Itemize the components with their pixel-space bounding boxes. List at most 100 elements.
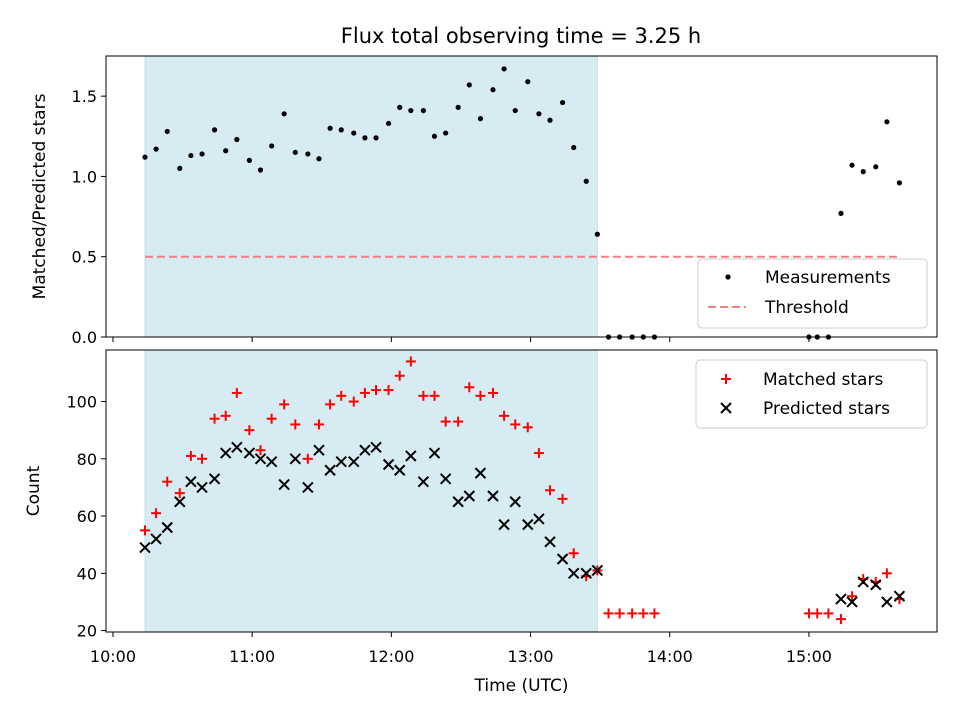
predicted-star-point [522,518,534,531]
predicted-star-point [428,447,441,459]
measurement-point [281,111,287,117]
measurement-point [501,66,507,72]
cross-b [857,576,869,588]
predicted-star-point [881,596,893,608]
y-tick-label: 80 [77,450,97,469]
measurement-point [292,149,298,155]
matched-star-point [279,399,290,410]
predicted-star-point [893,590,906,602]
matched-star-point [185,450,196,461]
cross-b [487,490,499,502]
measurement-point [199,151,205,157]
cross-b [428,447,441,459]
measurement-point [305,151,311,157]
matched-star-point [220,410,231,421]
cross-b [393,464,406,476]
cross-b [150,533,162,545]
x-tick-label: 14:00 [647,647,693,666]
measurement-point [849,162,855,168]
legend-measurements-label: Measurements [765,268,891,288]
top-panel: 0.0 0.5 1.0 1.5 Matched/Predicted stars Mea… [30,55,938,347]
measurement-point [269,143,275,149]
predicted-star-point [556,553,569,565]
measurement-point [431,133,438,139]
matched-star-point [244,425,255,436]
bottom-axes-frame [105,349,938,633]
predicted-star-point [302,481,314,494]
predicted-star-point [835,593,847,605]
predicted-star-point [278,478,290,491]
cross-b [452,496,464,508]
legend-matched-marker [721,374,731,384]
measurement-point [512,107,518,114]
matched-star-point [568,548,579,559]
top-y-axis-label: Matched/Predicted stars [30,93,50,299]
matched-star-point [803,608,814,619]
predicted-star-point [439,473,452,485]
measurement-point [211,127,218,133]
y-tick-label: 1.5 [72,87,97,106]
matched-star-point [325,399,336,410]
top-shaded-region [144,55,598,338]
measurement-point [164,128,170,135]
cross-b [870,579,882,591]
bottom-panel: 20 40 60 80 100 10:00 11:00 12:00 13:00 14:00 15:0… [24,349,938,696]
cross-b [556,553,569,565]
cross-b [302,481,314,494]
matched-star-point [313,419,324,430]
predicted-star-point [265,455,278,468]
matched-star-point [209,413,220,424]
measurement-point [420,107,426,114]
cross-b [835,593,847,605]
y-tick-label: 0.5 [72,248,97,267]
predicted-star-point [150,533,162,545]
matched-star-point [545,485,556,496]
x-tick-label: 11:00 [229,647,275,666]
measurement-point [896,180,903,186]
measurement-point [246,157,252,163]
bottom-legend: Matched stars Predicted stars [695,359,928,429]
cross-b [580,567,592,580]
matched-star-point [812,608,823,619]
top-axis-ticks: 0.0 0.5 1.0 1.5 [72,87,810,347]
matched-star-point [533,448,544,459]
x-tick-label: 13:00 [507,647,553,666]
matched-star-point [603,608,614,619]
cross-b [208,473,221,485]
matched-star-point [453,416,464,427]
matched-star-point [638,608,649,619]
matched-star-point [266,413,277,424]
measurement-point [838,210,844,216]
matched-star-point [847,591,858,602]
predicted-star-point [509,496,521,508]
predicted-star-point [335,455,347,468]
predicted-star-point [405,450,417,462]
predicted-star-point [220,447,232,459]
measurement-point [316,156,322,162]
matched-star-point [823,608,834,619]
predicted-star-point [254,453,267,465]
matched-star-point [440,416,451,427]
measurement-point [884,119,890,125]
cross-b [359,444,371,456]
cross-b [382,458,395,471]
predicted-star-point [231,441,243,454]
top-legend: Measurements Threshold [697,258,928,329]
x-axis-label: Time (UTC) [474,676,569,696]
predicted-star-point [313,444,325,456]
matched-star-point [464,382,475,393]
chart-title: Flux total observing time = 3.25 h [341,24,701,48]
matched-star-point [649,608,660,619]
cross-b [265,455,278,468]
predicted-star-point [185,475,197,488]
measurement-point [373,135,379,141]
cross-b [313,444,325,456]
cross-b [335,455,347,468]
cross-b [370,441,382,454]
cross-b [174,496,186,508]
matched-star-point [290,419,301,430]
cross-b [254,453,267,465]
matched-star-point [429,390,440,401]
legend-box [695,359,928,429]
predicted-star-point [474,467,487,479]
